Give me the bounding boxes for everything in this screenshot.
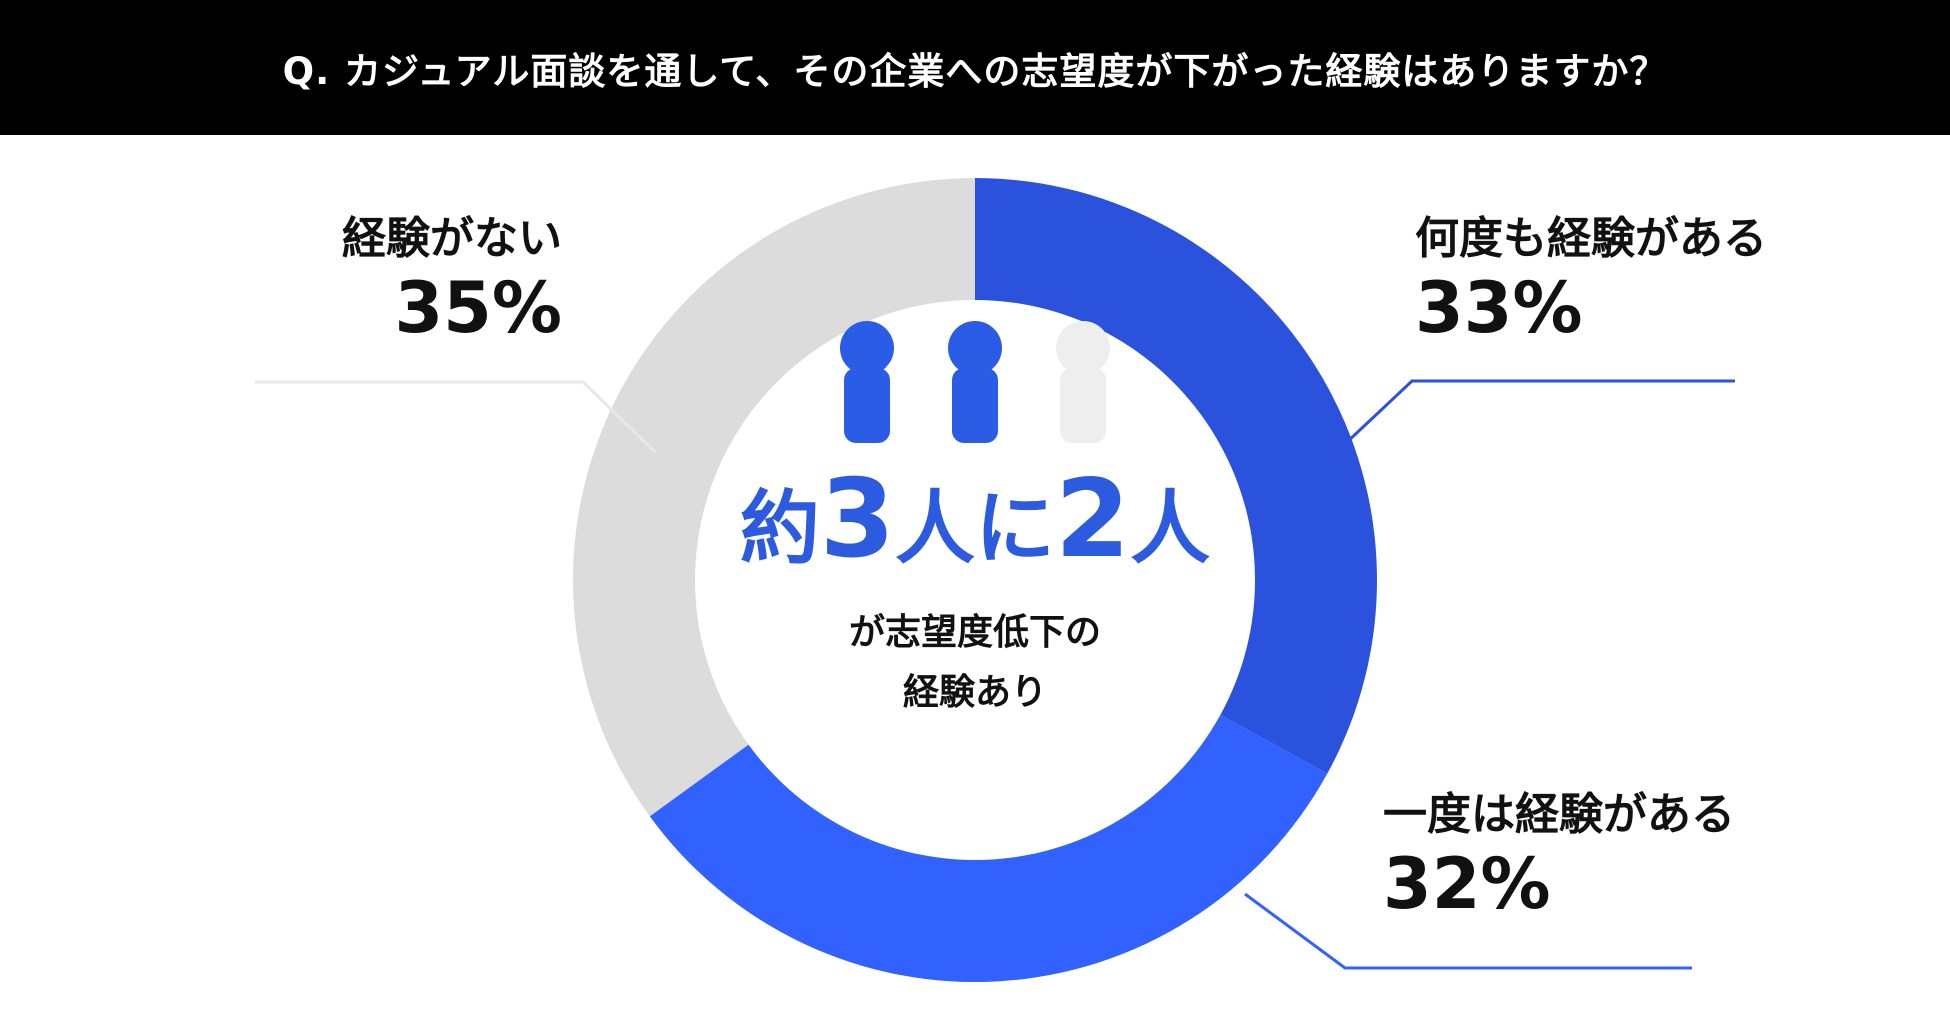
question-text: Q. カジュアル面談を通して、その企業への志望度が下がった経験はありますか？	[282, 49, 1668, 93]
headline-number-1: 3	[819, 457, 895, 582]
label-many-times-name: 何度も経験がある	[1415, 213, 1767, 264]
label-once: 一度は経験がある 32%	[1383, 788, 1735, 926]
center-subtext-line-2: 経験あり	[902, 672, 1047, 713]
label-once-name: 一度は経験がある	[1383, 789, 1735, 840]
label-once-value: 32%	[1383, 843, 1551, 925]
question-header: Q. カジュアル面談を通して、その企業への志望度が下がった経験はありますか？	[0, 0, 1950, 135]
slice-once	[649, 714, 1328, 983]
headline-number-2: 2	[1055, 457, 1131, 582]
headline-mid: 人に	[895, 482, 1055, 575]
headline-suffix: 人	[1130, 482, 1211, 575]
label-none: 経験がない 35%	[200, 212, 562, 350]
label-none-name: 経験がない	[342, 213, 562, 264]
leader-line-many-times	[1343, 379, 1735, 446]
headline-prefix: 約	[739, 482, 820, 575]
slice-none	[573, 177, 975, 817]
center-headline: 約3人に2人	[700, 466, 1250, 579]
center-subtext-line-1: が志望度低下の	[848, 612, 1101, 653]
slice-many-times	[975, 178, 1377, 774]
label-many-times: 何度も経験がある 33%	[1415, 212, 1767, 350]
label-none-value: 35%	[394, 267, 562, 349]
label-many-times-value: 33%	[1415, 267, 1583, 349]
leader-line-none	[255, 380, 657, 454]
person-icon	[840, 321, 894, 443]
person-icon	[948, 321, 1002, 443]
center-summary: 約3人に2人 が志望度低下の 経験あり	[700, 466, 1250, 723]
person-icon	[1056, 321, 1110, 443]
center-subtext: が志望度低下の 経験あり	[700, 603, 1250, 723]
leader-line-once	[1244, 892, 1692, 970]
